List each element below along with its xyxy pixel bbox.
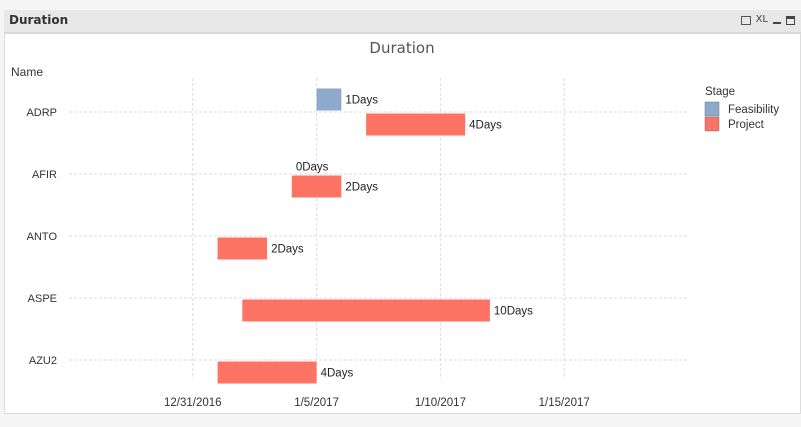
category-label: ANTO	[27, 231, 58, 243]
category-label: ADRP	[26, 107, 57, 119]
grid-lines	[69, 78, 688, 379]
maximize-icon[interactable]	[786, 15, 795, 25]
category-label: AZU2	[29, 355, 57, 367]
legend-swatch-feasibility	[704, 101, 720, 117]
category-labels: ADRP AFIR ANTO ASPE AZU2	[26, 107, 57, 367]
category-label: ASPE	[28, 293, 57, 305]
x-tick-label: 1/10/2017	[415, 397, 466, 409]
category-label: AFIR	[32, 169, 57, 181]
data-label: 1Days	[345, 95, 378, 107]
window-title: Duration	[9, 13, 69, 27]
titlebar-icons: XL	[740, 13, 795, 27]
legend-title: Stage	[705, 86, 735, 98]
data-label: 4Days	[321, 368, 354, 380]
data-label: 2Days	[345, 182, 378, 194]
bars-group: 1Days 0Days 4Days 2Days 2Days 10Days 4Days	[217, 88, 533, 384]
legend-swatch-project	[704, 116, 720, 132]
data-label: 0Days	[296, 162, 329, 174]
x-tick-label: 12/31/2016	[164, 397, 222, 409]
chart-title: Duration	[369, 39, 434, 57]
print-icon[interactable]	[740, 15, 751, 25]
x-tick-label: 1/15/2017	[539, 397, 590, 409]
data-label: 10Days	[494, 306, 533, 318]
window-titlebar: Duration XL	[4, 10, 801, 33]
data-label: 4Days	[469, 120, 502, 132]
minimize-icon[interactable]	[773, 22, 781, 24]
gantt-chart: Duration Name 1Days0Days4Days2Days2Days1…	[11, 39, 779, 409]
bar-feasibility	[316, 88, 342, 111]
xl-export-icon[interactable]: XL	[755, 14, 768, 25]
bar-project	[217, 361, 317, 384]
bar-project	[366, 113, 466, 136]
bar-project	[242, 299, 490, 322]
x-axis-ticks: 12/31/2016 1/5/2017 1/10/2017 1/15/2017	[164, 397, 590, 409]
bar-project	[291, 175, 342, 198]
data-label: 2Days	[271, 244, 304, 256]
legend-label: Feasibility	[728, 104, 779, 116]
chart-panel: Duration Name 1Days 0Days 4Days 2Days 2Days 1…	[4, 33, 801, 414]
x-tick-label: 1/5/2017	[294, 397, 339, 409]
dimension-label: Name	[11, 65, 43, 79]
legend: Stage Feasibility Project	[704, 86, 779, 132]
legend-label: Project	[728, 119, 765, 131]
bar-project	[217, 237, 268, 260]
